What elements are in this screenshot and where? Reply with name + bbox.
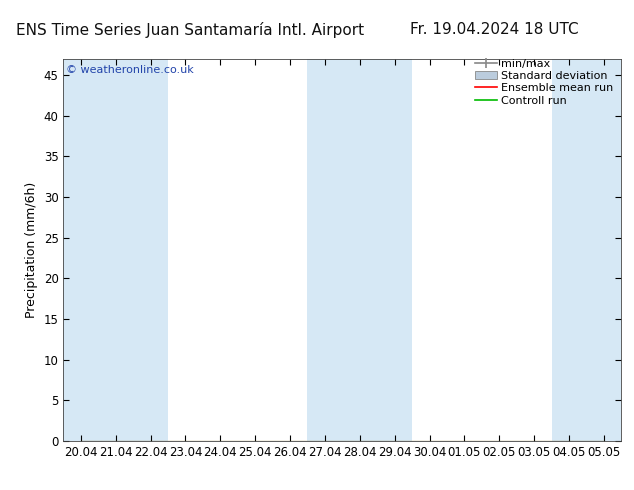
Text: © weatheronline.co.uk: © weatheronline.co.uk (66, 65, 194, 74)
Text: ENS Time Series Juan Santamaría Intl. Airport: ENS Time Series Juan Santamaría Intl. Ai… (16, 22, 365, 38)
Y-axis label: Precipitation (mm/6h): Precipitation (mm/6h) (25, 182, 38, 318)
Bar (63, 59, 98, 441)
Bar (307, 59, 412, 441)
Bar (552, 59, 621, 441)
Text: Fr. 19.04.2024 18 UTC: Fr. 19.04.2024 18 UTC (410, 22, 579, 37)
Bar (98, 59, 168, 441)
Legend: min/max, Standard deviation, Ensemble mean run, Controll run: min/max, Standard deviation, Ensemble me… (472, 57, 616, 108)
